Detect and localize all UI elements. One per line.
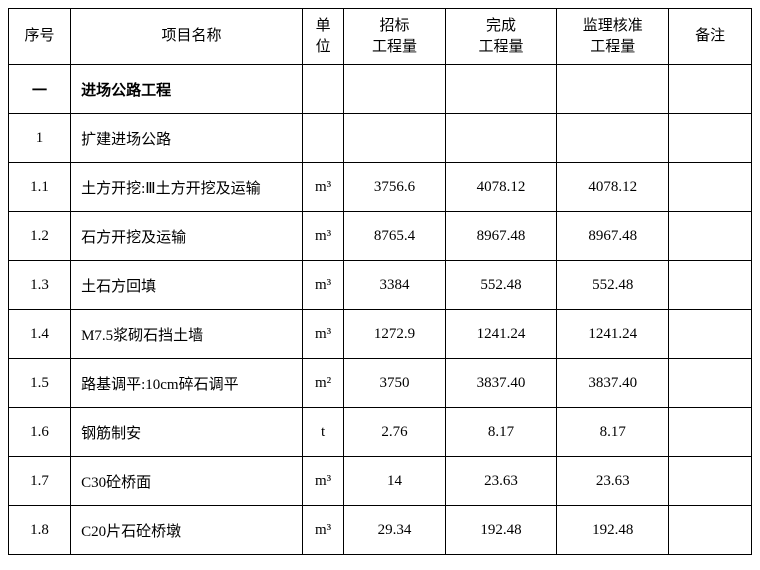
cell-name: 进场公路工程	[71, 65, 303, 114]
cell-sup: 3837.40	[557, 359, 669, 408]
cell-done: 4078.12	[445, 163, 557, 212]
cell-seq: 1.2	[9, 212, 71, 261]
cell-unit	[302, 114, 343, 163]
engineering-quantity-table: 序号 项目名称 单位 招标工程量 完成工程量 监理核准工程量 备注 一进场公路工…	[8, 8, 752, 555]
cell-note	[669, 359, 752, 408]
cell-unit: m³	[302, 310, 343, 359]
cell-note	[669, 506, 752, 555]
cell-sup	[557, 65, 669, 114]
table-row: 1.3土石方回填m³3384552.48552.48	[9, 261, 752, 310]
cell-seq: 1.1	[9, 163, 71, 212]
cell-sup: 4078.12	[557, 163, 669, 212]
cell-name: 石方开挖及运输	[71, 212, 303, 261]
cell-sup: 8967.48	[557, 212, 669, 261]
cell-note	[669, 114, 752, 163]
cell-note	[669, 212, 752, 261]
cell-bid: 14	[344, 457, 445, 506]
cell-name: 土石方回填	[71, 261, 303, 310]
cell-done: 3837.40	[445, 359, 557, 408]
cell-name: 路基调平:10cm碎石调平	[71, 359, 303, 408]
table-row: 1.2石方开挖及运输m³8765.48967.488967.48	[9, 212, 752, 261]
cell-seq: 1.6	[9, 408, 71, 457]
cell-note	[669, 261, 752, 310]
cell-seq: 1.3	[9, 261, 71, 310]
table-row: 1扩建进场公路	[9, 114, 752, 163]
table-row: 1.8C20片石砼桥墩m³29.34192.48192.48	[9, 506, 752, 555]
cell-bid: 2.76	[344, 408, 445, 457]
cell-note	[669, 65, 752, 114]
cell-seq: 1.5	[9, 359, 71, 408]
cell-done: 552.48	[445, 261, 557, 310]
cell-sup: 23.63	[557, 457, 669, 506]
table-header-row: 序号 项目名称 单位 招标工程量 完成工程量 监理核准工程量 备注	[9, 9, 752, 65]
header-unit: 单位	[302, 9, 343, 65]
header-sup: 监理核准工程量	[557, 9, 669, 65]
cell-sup: 552.48	[557, 261, 669, 310]
cell-seq: 1	[9, 114, 71, 163]
cell-done: 192.48	[445, 506, 557, 555]
cell-bid	[344, 114, 445, 163]
cell-name: 土方开挖:Ⅲ土方开挖及运输	[71, 163, 303, 212]
table-row: 1.4M7.5浆砌石挡土墙m³1272.91241.241241.24	[9, 310, 752, 359]
cell-unit	[302, 65, 343, 114]
cell-name: C20片石砼桥墩	[71, 506, 303, 555]
cell-name: 钢筋制安	[71, 408, 303, 457]
cell-seq: 1.7	[9, 457, 71, 506]
cell-note	[669, 457, 752, 506]
cell-seq: 1.8	[9, 506, 71, 555]
cell-name: 扩建进场公路	[71, 114, 303, 163]
cell-bid	[344, 65, 445, 114]
table-row: 一进场公路工程	[9, 65, 752, 114]
cell-seq: 一	[9, 65, 71, 114]
cell-unit: m³	[302, 212, 343, 261]
header-bid: 招标工程量	[344, 9, 445, 65]
cell-bid: 29.34	[344, 506, 445, 555]
cell-name: M7.5浆砌石挡土墙	[71, 310, 303, 359]
cell-unit: m³	[302, 457, 343, 506]
cell-sup: 1241.24	[557, 310, 669, 359]
cell-seq: 1.4	[9, 310, 71, 359]
cell-note	[669, 163, 752, 212]
header-note: 备注	[669, 9, 752, 65]
cell-unit: m²	[302, 359, 343, 408]
table-row: 1.1土方开挖:Ⅲ土方开挖及运输m³3756.64078.124078.12	[9, 163, 752, 212]
cell-sup	[557, 114, 669, 163]
header-name: 项目名称	[71, 9, 303, 65]
cell-unit: t	[302, 408, 343, 457]
cell-bid: 3384	[344, 261, 445, 310]
cell-done: 23.63	[445, 457, 557, 506]
header-done: 完成工程量	[445, 9, 557, 65]
cell-bid: 8765.4	[344, 212, 445, 261]
cell-done: 8.17	[445, 408, 557, 457]
cell-sup: 8.17	[557, 408, 669, 457]
cell-unit: m³	[302, 261, 343, 310]
cell-sup: 192.48	[557, 506, 669, 555]
cell-name: C30砼桥面	[71, 457, 303, 506]
cell-note	[669, 408, 752, 457]
cell-bid: 1272.9	[344, 310, 445, 359]
cell-done: 8967.48	[445, 212, 557, 261]
table-row: 1.7C30砼桥面m³1423.6323.63	[9, 457, 752, 506]
cell-done	[445, 114, 557, 163]
cell-unit: m³	[302, 506, 343, 555]
cell-done	[445, 65, 557, 114]
table-row: 1.5路基调平:10cm碎石调平m²37503837.403837.40	[9, 359, 752, 408]
cell-unit: m³	[302, 163, 343, 212]
cell-note	[669, 310, 752, 359]
cell-done: 1241.24	[445, 310, 557, 359]
cell-bid: 3750	[344, 359, 445, 408]
cell-bid: 3756.6	[344, 163, 445, 212]
table-body: 一进场公路工程1扩建进场公路1.1土方开挖:Ⅲ土方开挖及运输m³3756.640…	[9, 65, 752, 555]
header-seq: 序号	[9, 9, 71, 65]
table-row: 1.6钢筋制安t2.768.178.17	[9, 408, 752, 457]
